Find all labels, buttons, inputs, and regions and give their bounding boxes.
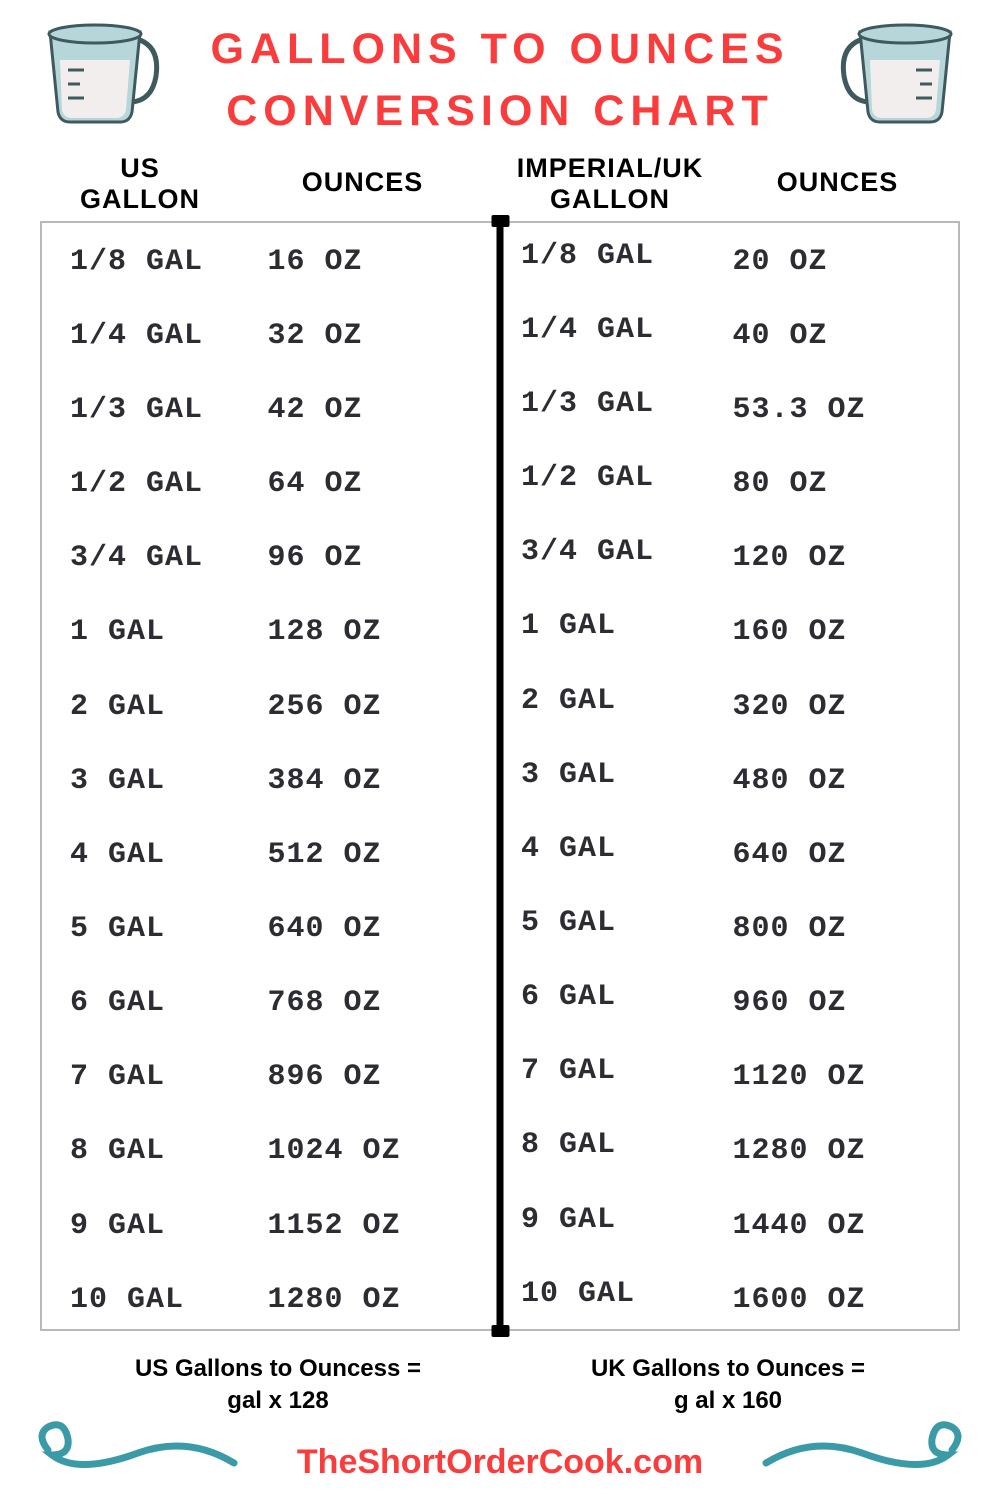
cell-uk-gal: 1/4 GAL: [499, 313, 727, 347]
cell-us-oz: 384 OZ: [262, 764, 499, 798]
header-us-ounces: OUNCES: [240, 153, 485, 215]
cell-uk-gal: 3/4 GAL: [499, 535, 727, 569]
cell-uk-oz: 80 OZ: [727, 467, 958, 501]
cell-us-gal: 8 GAL: [42, 1134, 262, 1168]
cell-uk-gal: 5 GAL: [499, 906, 727, 940]
cell-uk-oz: 1600 OZ: [727, 1283, 958, 1317]
page-title: GALLONS TO OUNCES CONVERSION CHART: [210, 18, 789, 143]
cell-uk-gal: 1/8 GAL: [499, 239, 727, 273]
cell-uk-oz: 53.3 OZ: [727, 393, 958, 427]
cell-uk-gal: 9 GAL: [499, 1203, 727, 1237]
conversion-table: 1/8 GAL16 OZ1/8 GAL20 OZ1/4 GAL32 OZ1/4 …: [40, 221, 960, 1331]
measuring-cup-left-icon: [32, 20, 162, 135]
cell-us-oz: 640 OZ: [262, 912, 499, 946]
cell-us-oz: 768 OZ: [262, 986, 499, 1020]
cell-uk-oz: 20 OZ: [727, 245, 958, 279]
cell-us-gal: 3/4 GAL: [42, 541, 262, 575]
cell-us-oz: 512 OZ: [262, 838, 499, 872]
cell-uk-gal: 8 GAL: [499, 1128, 727, 1162]
cell-us-gal: 1/8 GAL: [42, 245, 262, 279]
cell-us-gal: 4 GAL: [42, 838, 262, 872]
cell-uk-gal: 1/3 GAL: [499, 387, 727, 421]
cell-uk-oz: 1280 OZ: [727, 1134, 958, 1168]
header-uk-gallon: IMPERIAL/UK GALLON: [485, 153, 735, 215]
cell-uk-oz: 640 OZ: [727, 838, 958, 872]
cell-us-oz: 896 OZ: [262, 1060, 499, 1094]
cell-us-oz: 42 OZ: [262, 393, 499, 427]
header: GALLONS TO OUNCES CONVERSION CHART: [0, 0, 1000, 143]
table-rows: 1/8 GAL16 OZ1/8 GAL20 OZ1/4 GAL32 OZ1/4 …: [42, 245, 958, 1317]
cell-uk-oz: 1440 OZ: [727, 1209, 958, 1243]
cell-us-gal: 10 GAL: [42, 1283, 262, 1317]
title-line-2: CONVERSION CHART: [226, 87, 774, 135]
cell-us-gal: 9 GAL: [42, 1209, 262, 1243]
cell-uk-oz: 160 OZ: [727, 615, 958, 649]
cell-uk-gal: 4 GAL: [499, 832, 727, 866]
cell-uk-gal: 10 GAL: [499, 1277, 727, 1311]
cell-us-oz: 32 OZ: [262, 319, 499, 353]
cell-uk-oz: 120 OZ: [727, 541, 958, 575]
cell-uk-oz: 800 OZ: [727, 912, 958, 946]
cell-uk-oz: 960 OZ: [727, 986, 958, 1020]
measuring-cup-right-icon: [838, 20, 968, 135]
cell-uk-oz: 1120 OZ: [727, 1060, 958, 1094]
cell-uk-gal: 7 GAL: [499, 1054, 727, 1088]
cell-us-oz: 96 OZ: [262, 541, 499, 575]
title-line-1: GALLONS TO OUNCES: [210, 25, 789, 73]
column-headers: US GALLON OUNCES IMPERIAL/UK GALLON OUNC…: [0, 143, 1000, 221]
cell-uk-gal: 1 GAL: [499, 609, 727, 643]
cell-uk-gal: 6 GAL: [499, 980, 727, 1014]
cell-uk-gal: 2 GAL: [499, 684, 727, 718]
formula-us: US Gallons to Ouncess = gal x 128: [135, 1353, 421, 1418]
formula-uk: UK Gallons to Ounces = g al x 160: [591, 1353, 865, 1418]
header-us-gallon: US GALLON: [40, 153, 240, 215]
cell-us-gal: 6 GAL: [42, 986, 262, 1020]
cell-us-gal: 2 GAL: [42, 690, 262, 724]
cell-us-oz: 16 OZ: [262, 245, 499, 279]
cell-uk-oz: 320 OZ: [727, 690, 958, 724]
cell-us-oz: 1280 OZ: [262, 1283, 499, 1317]
cell-us-gal: 3 GAL: [42, 764, 262, 798]
cell-us-oz: 256 OZ: [262, 690, 499, 724]
header-uk-ounces: OUNCES: [735, 153, 940, 215]
cell-uk-gal: 3 GAL: [499, 758, 727, 792]
formulas: US Gallons to Ouncess = gal x 128 UK Gal…: [0, 1331, 1000, 1418]
cell-us-gal: 1/2 GAL: [42, 467, 262, 501]
cell-uk-gal: 1/2 GAL: [499, 461, 727, 495]
cell-us-gal: 1 GAL: [42, 615, 262, 649]
cell-us-oz: 128 OZ: [262, 615, 499, 649]
footer-credit: TheShortOrderCook.com: [0, 1443, 1000, 1482]
cell-us-gal: 7 GAL: [42, 1060, 262, 1094]
cell-us-oz: 64 OZ: [262, 467, 499, 501]
cell-uk-oz: 40 OZ: [727, 319, 958, 353]
cell-us-gal: 1/4 GAL: [42, 319, 262, 353]
cell-us-oz: 1024 OZ: [262, 1134, 499, 1168]
cell-us-oz: 1152 OZ: [262, 1209, 499, 1243]
cell-us-gal: 5 GAL: [42, 912, 262, 946]
cell-us-gal: 1/3 GAL: [42, 393, 262, 427]
cell-uk-oz: 480 OZ: [727, 764, 958, 798]
